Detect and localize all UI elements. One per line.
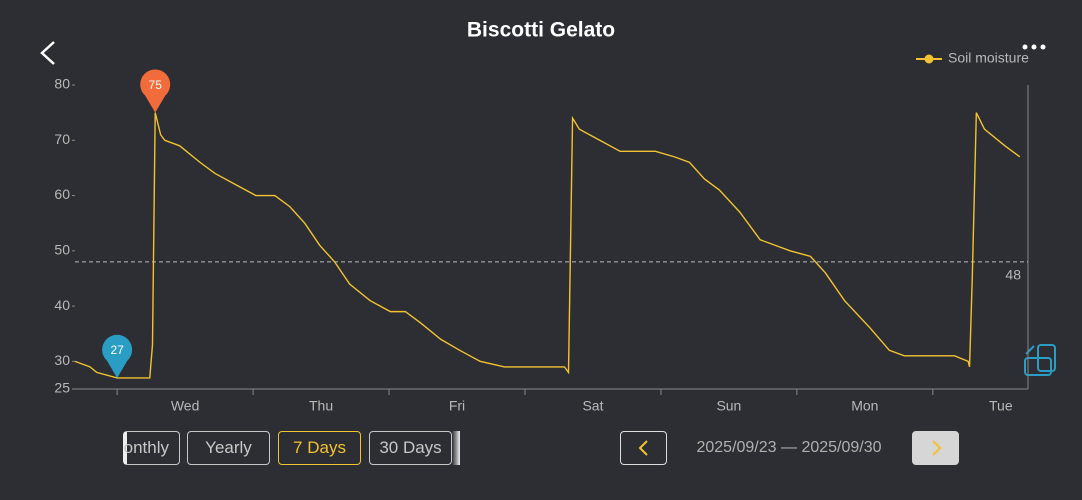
back-button[interactable]: [40, 41, 55, 65]
range-button[interactable]: Yearly: [187, 431, 270, 465]
y-tick-label: 25: [54, 380, 70, 396]
date-range: 2025/09/23 — 2025/09/30: [696, 439, 882, 456]
pin-label: 27: [110, 343, 124, 357]
next-button[interactable]: [912, 431, 959, 465]
x-tick-label: Sun: [716, 398, 741, 414]
range-button[interactable]: 7 Days: [278, 431, 361, 465]
threshold-label: 48: [1005, 267, 1021, 283]
y-tick-label: 80: [54, 76, 70, 92]
more-button[interactable]: [1022, 44, 1046, 50]
x-tick-label: Fri: [449, 398, 465, 414]
x-tick-label: Wed: [171, 398, 200, 414]
prev-button[interactable]: [620, 431, 667, 465]
title: Biscotti Gelato: [467, 19, 615, 42]
next-arrow: [931, 440, 941, 456]
x-tick-label: Sat: [582, 398, 603, 414]
pin: [140, 69, 171, 113]
pin: [102, 334, 133, 378]
y-tick-label: 50: [54, 242, 70, 258]
y-tick-label: 40: [54, 297, 70, 313]
rotate-icon[interactable]: [1024, 344, 1056, 376]
y-tick-label: 70: [54, 131, 70, 147]
x-tick-label: Mon: [851, 398, 878, 414]
legend-label: Soil moisture: [948, 50, 1029, 66]
legend-dot: [924, 54, 934, 64]
scroll-edge: [452, 431, 460, 465]
series-line: [74, 112, 1021, 379]
y-tick-label: 60: [54, 186, 70, 202]
y-tick-label: 30: [54, 352, 70, 368]
prev-arrow: [638, 440, 648, 456]
pin-label: 75: [149, 78, 163, 92]
x-tick-label: Tue: [989, 398, 1013, 414]
x-tick-label: Thu: [309, 398, 333, 414]
range-button[interactable]: onthly: [123, 431, 180, 465]
range-button[interactable]: 30 Days: [369, 431, 452, 465]
